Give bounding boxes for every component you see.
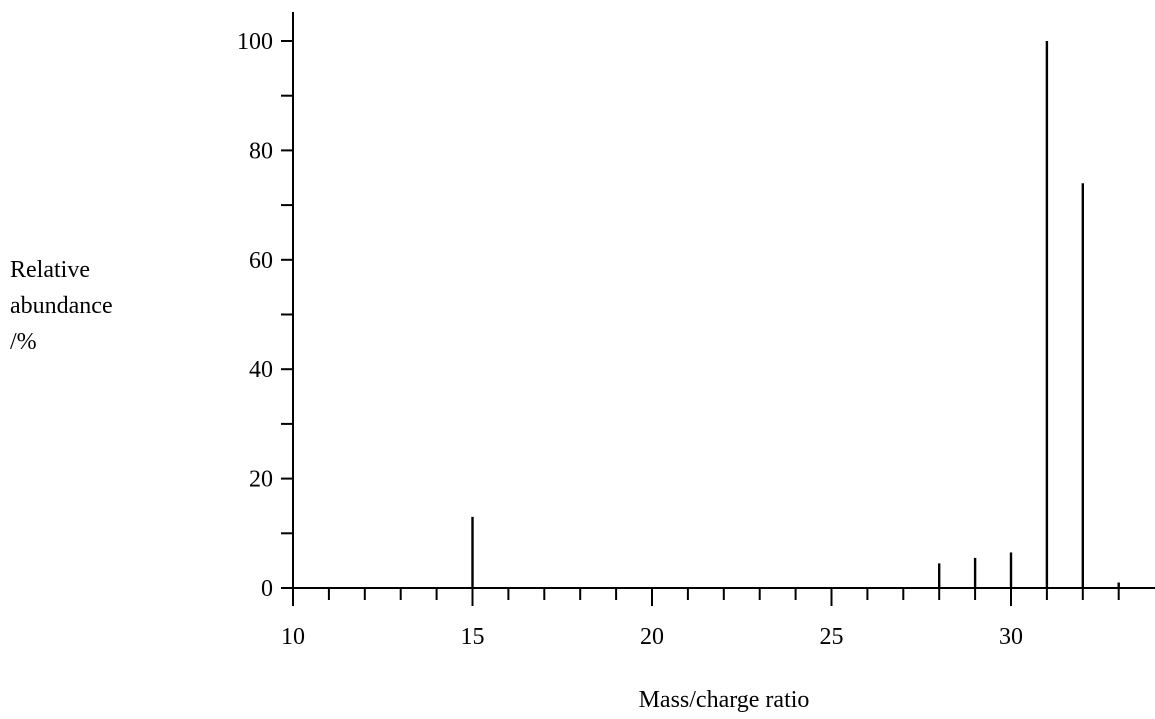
y-tick-label: 100: [237, 29, 273, 55]
y-axis-label-line-2: abundance: [10, 293, 113, 319]
y-axis-label-line-3: /%: [10, 329, 37, 355]
y-tick-label: 60: [249, 248, 273, 274]
y-axis-label-line-1: Relative: [10, 257, 90, 283]
y-tick-label: 0: [261, 576, 273, 602]
y-axis-ticks: 0 20 40 60 80 100: [237, 29, 293, 602]
x-tick-label: 25: [820, 624, 844, 650]
y-axis-label: Relative abundance /%: [10, 257, 113, 355]
x-tick-label: 20: [640, 624, 664, 650]
y-tick-label: 40: [249, 357, 273, 383]
spectrum-peaks: [471, 41, 1120, 588]
x-tick-label: 15: [461, 624, 485, 650]
x-axis-ticks: 10 15 20 25 30: [281, 588, 1120, 650]
x-axis-label: Mass/charge ratio: [639, 687, 810, 713]
x-tick-label: 30: [999, 624, 1023, 650]
y-tick-label: 80: [249, 138, 273, 164]
x-tick-label: 10: [281, 624, 305, 650]
y-tick-label: 20: [249, 467, 273, 493]
